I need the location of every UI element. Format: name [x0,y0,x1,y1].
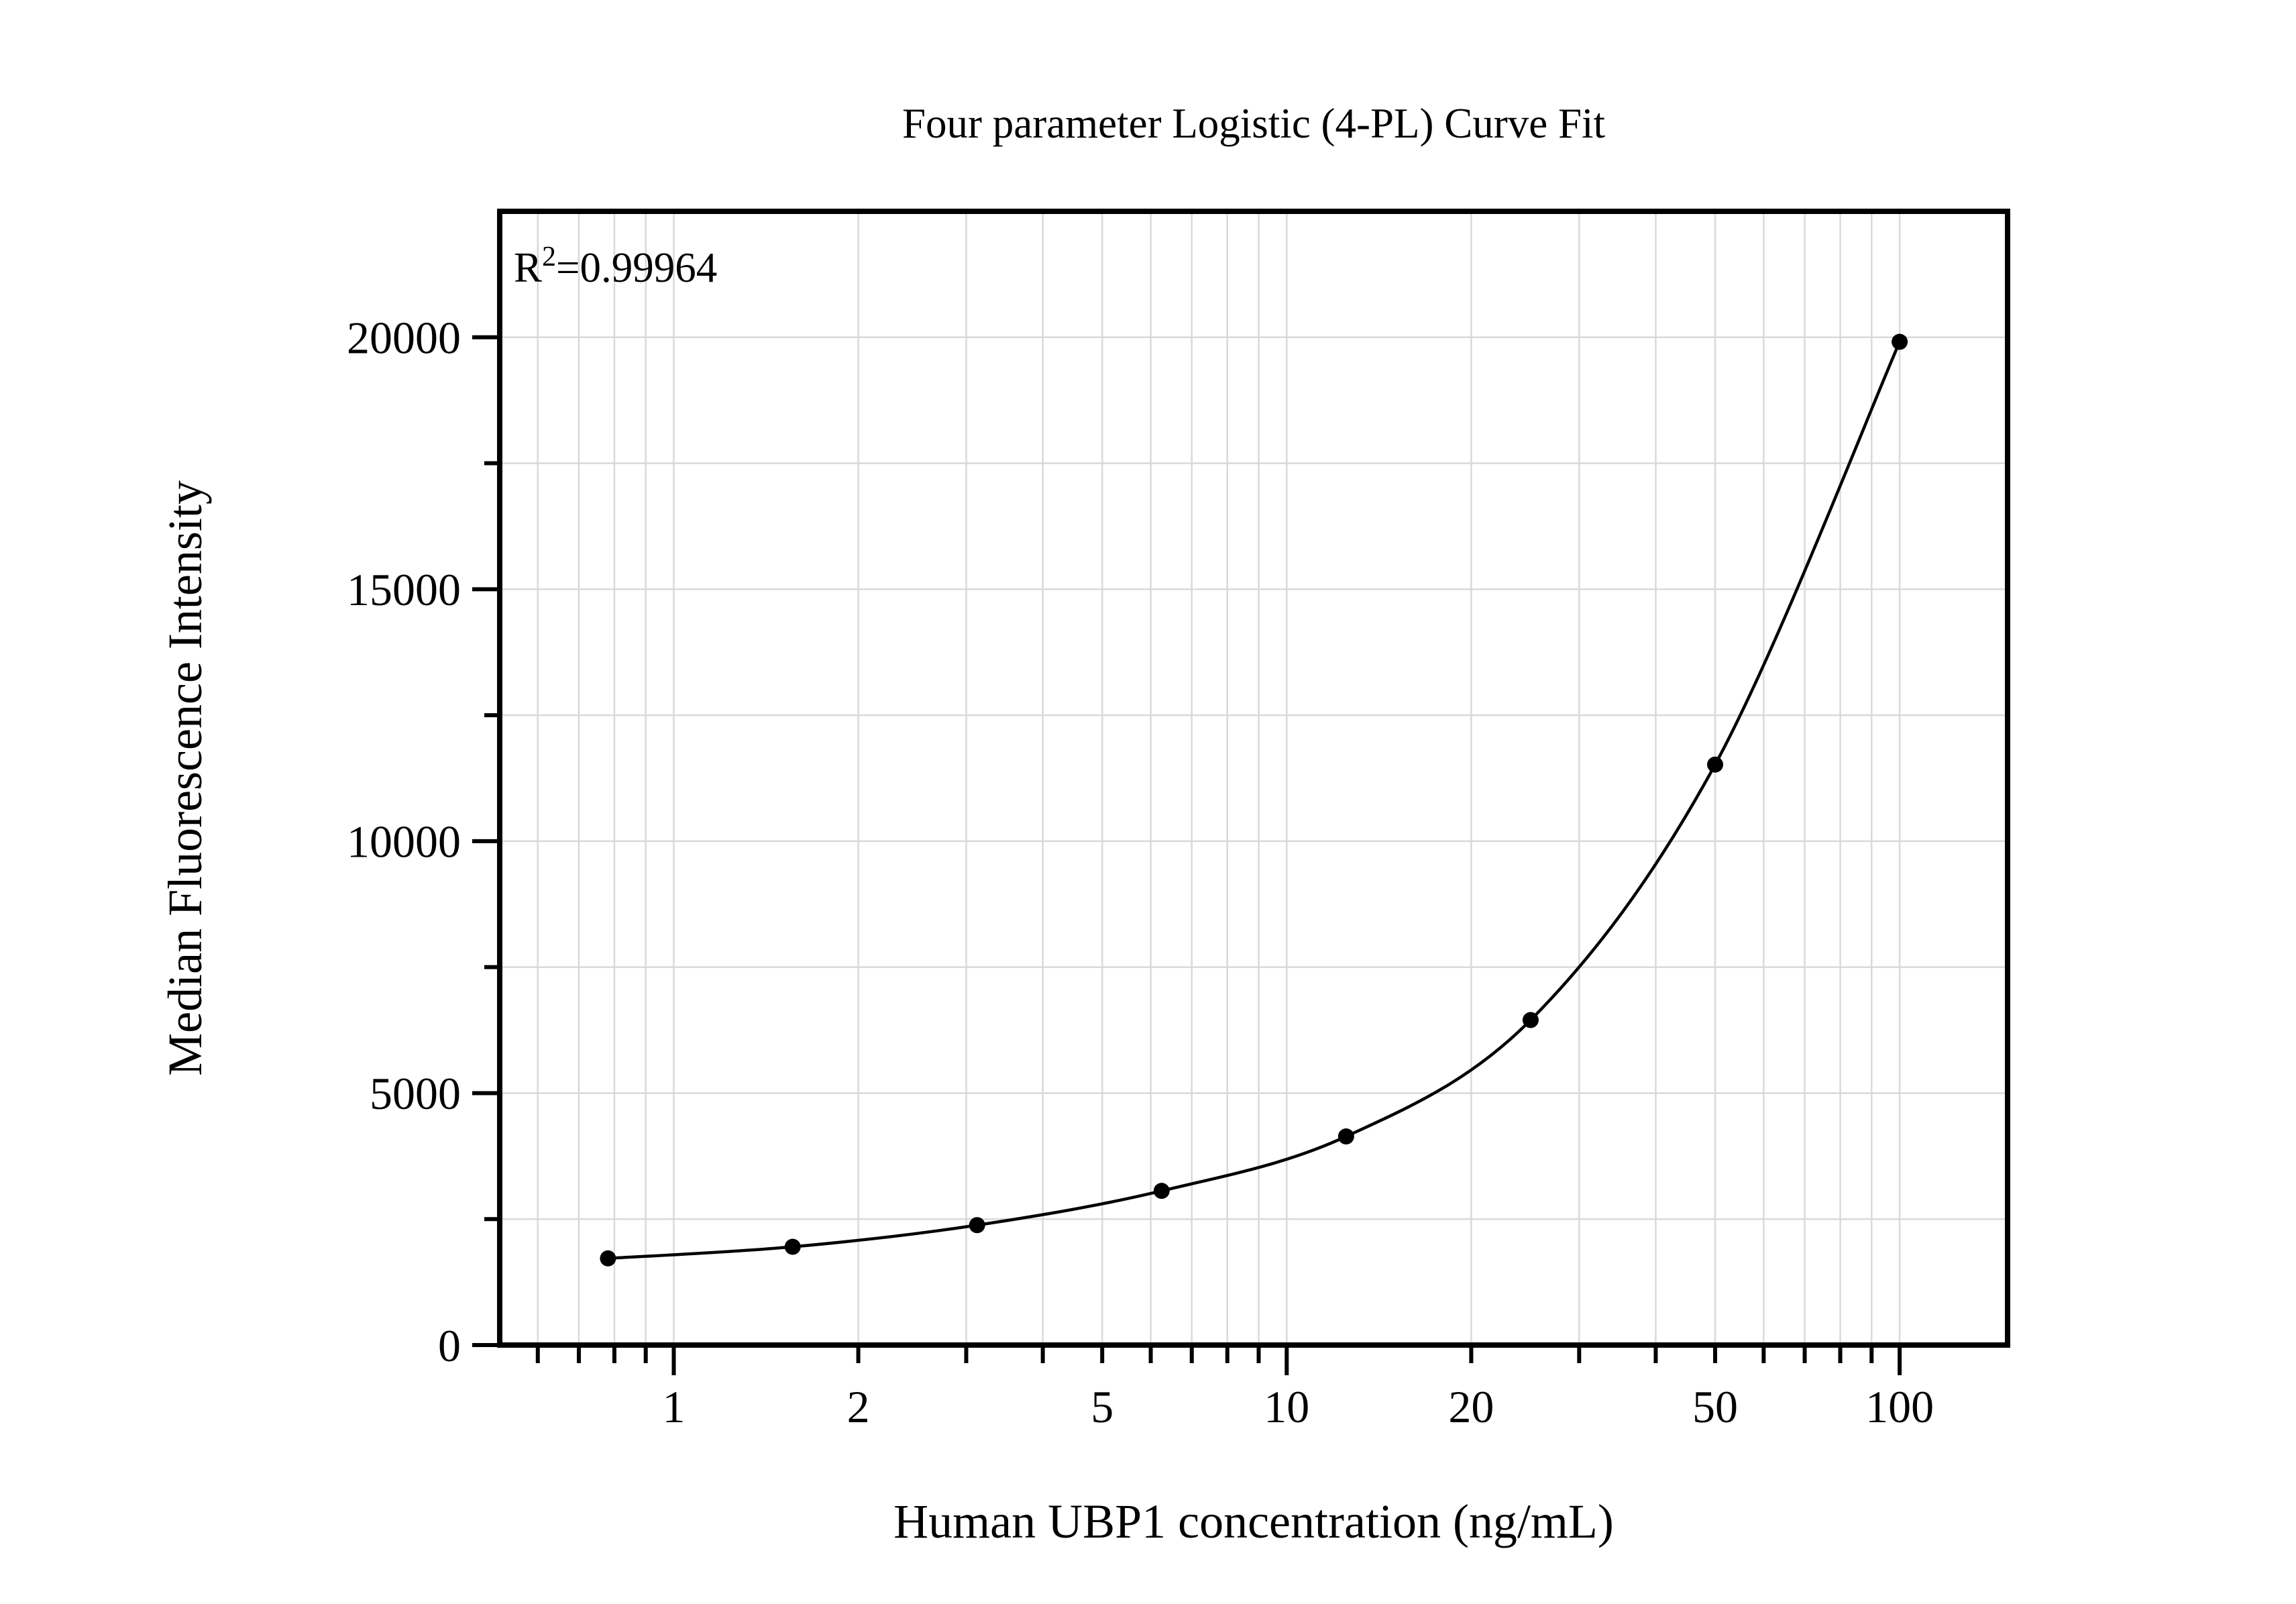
x-axis-label: Human UBP1 concentration (ng/mL) [893,1495,1614,1548]
data-point [1337,1128,1354,1145]
data-point [784,1238,801,1255]
x-tick-label: 2 [847,1381,870,1432]
y-tick-label: 5000 [370,1068,461,1119]
fit-curve [608,341,1902,1261]
y-axis-label: Median Fluorescence Intensity [158,480,212,1076]
data-point [600,1250,616,1267]
x-tick-label: 5 [1091,1381,1113,1432]
y-tick-label: 0 [438,1320,461,1371]
x-tick-label: 20 [1448,1381,1494,1432]
data-point [1153,1183,1170,1199]
y-tick-label: 15000 [347,564,461,615]
x-tick-label: 50 [1692,1381,1738,1432]
chart-title: Four parameter Logistic (4-PL) Curve Fit [902,100,1606,147]
data-point [1707,756,1724,773]
data-point [1892,333,1908,350]
x-tick-label: 1 [663,1381,686,1432]
x-tick-label: 10 [1264,1381,1309,1432]
data-points [600,333,1908,1267]
data-point [1522,1012,1539,1028]
y-tick-label: 10000 [347,816,461,867]
plot-frame [497,209,2010,1348]
axis-ticks [472,335,1902,1375]
gridlines [500,211,2008,1345]
data-point [969,1217,985,1234]
x-tick-label: 100 [1865,1381,1934,1432]
y-tick-label: 20000 [347,313,461,364]
r-squared-annotation: R2=0.99964 [514,242,717,291]
